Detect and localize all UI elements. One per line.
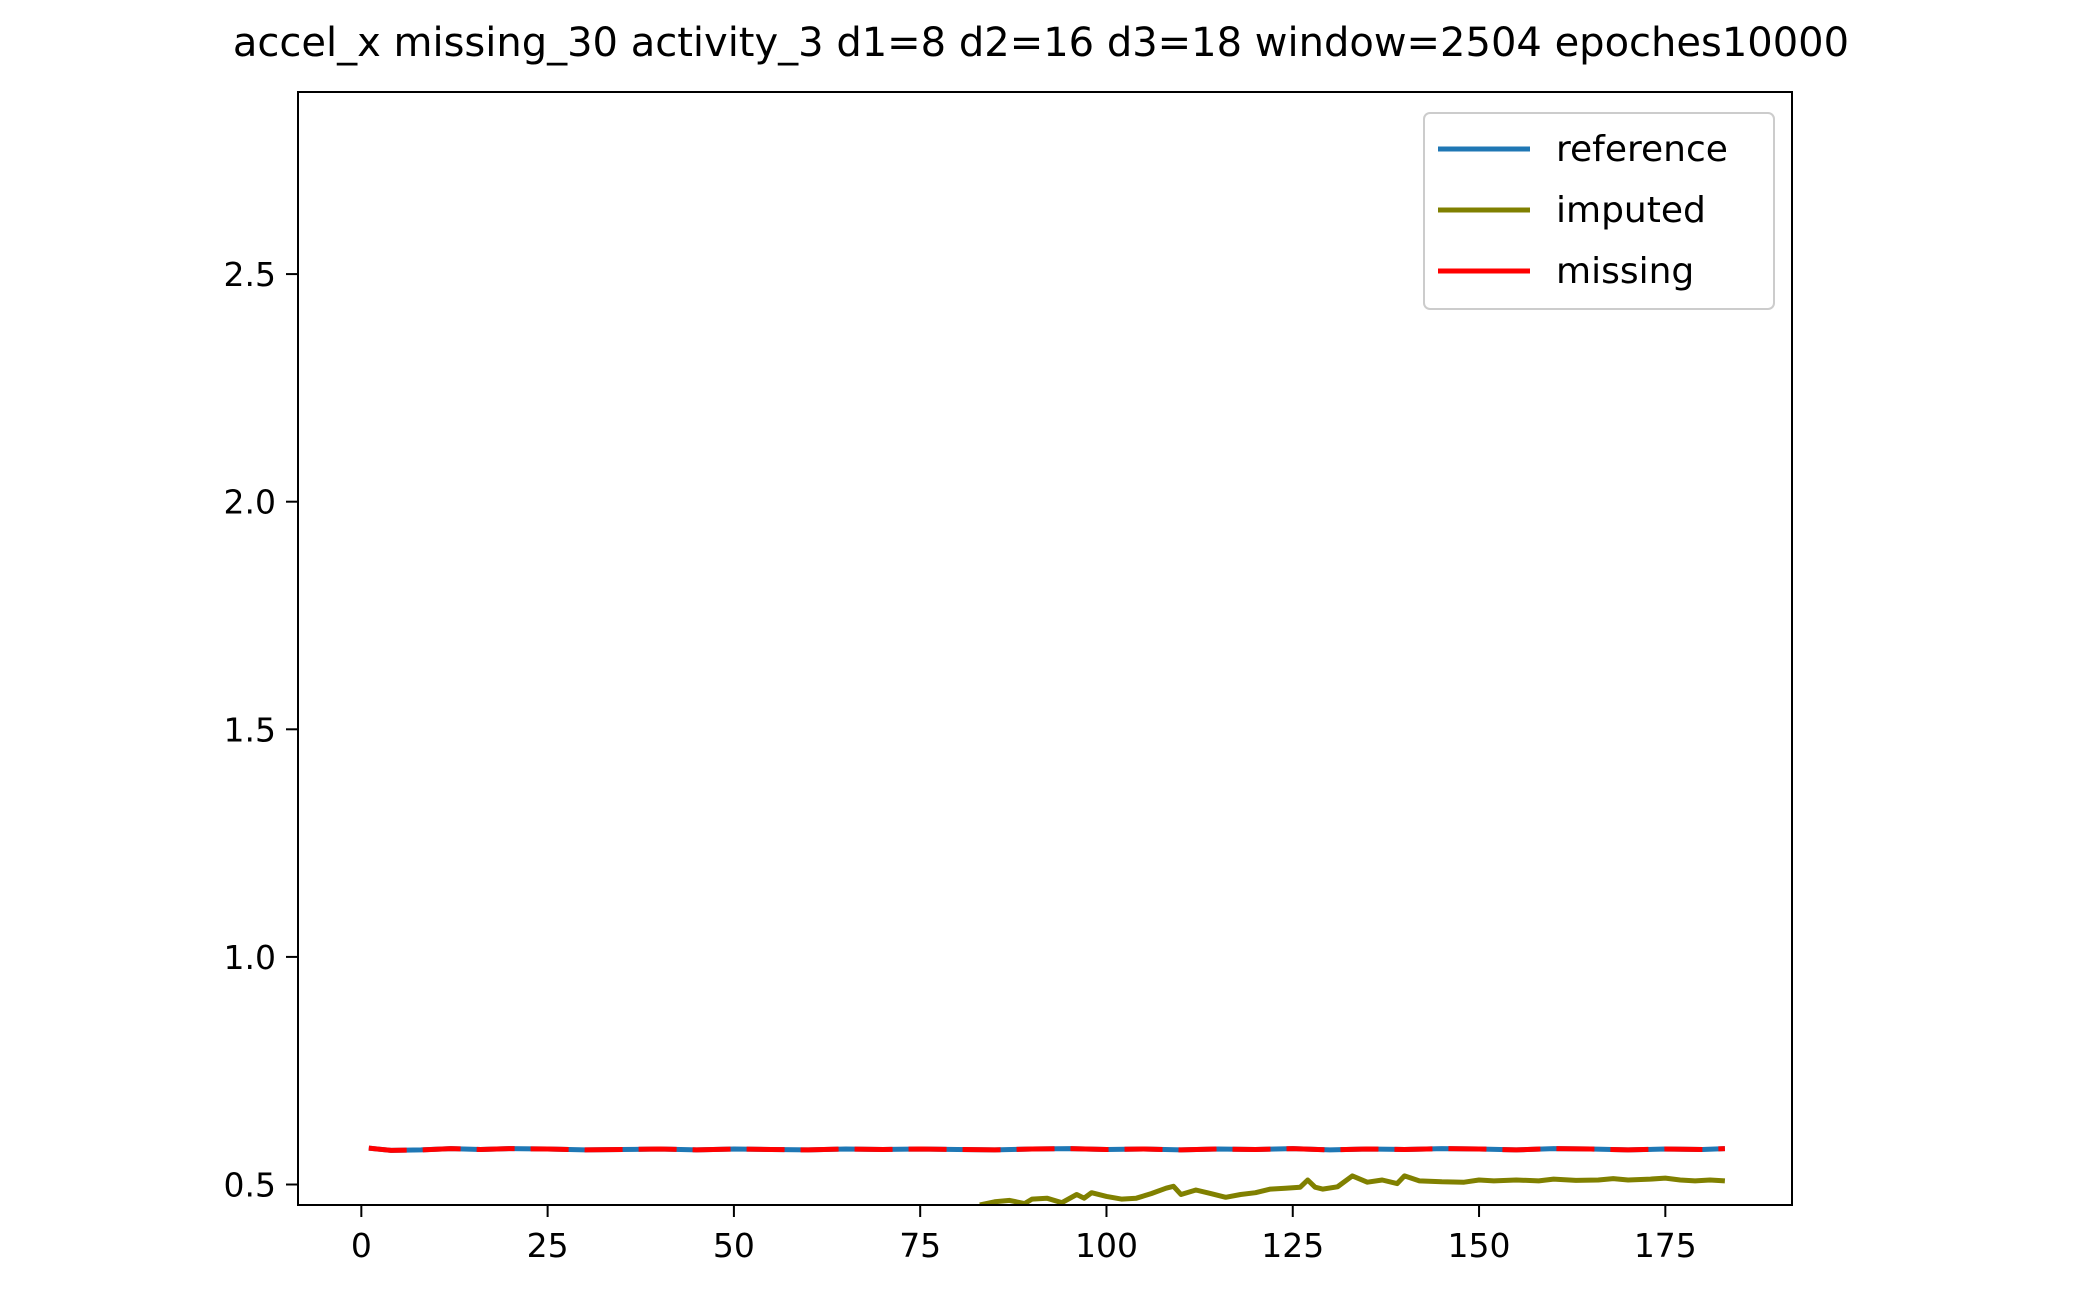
legend-label-missing: missing xyxy=(1556,251,1694,292)
legend-label-imputed: imputed xyxy=(1556,190,1706,231)
legend-box xyxy=(1423,112,1775,310)
axes-layer: 0 25 50 75 100 125 150 175 0.5 1.0 1.5 2.0 2.5 xyxy=(224,255,1697,1265)
chart-title: accel_x missing_30 activity_3 d1=8 d2=16… xyxy=(233,20,1849,66)
x-tick-label: 0 xyxy=(351,1226,372,1265)
x-tick-label: 175 xyxy=(1634,1226,1697,1265)
x-tick-label: 50 xyxy=(713,1226,755,1265)
y-tick-label: 2.5 xyxy=(224,255,276,294)
series-layer xyxy=(368,1145,1726,1205)
x-tick-label: 75 xyxy=(899,1226,941,1265)
y-tick-label: 2.0 xyxy=(224,483,276,522)
y-tick-label: 0.5 xyxy=(224,1166,276,1205)
series-line-imputed xyxy=(979,1173,1726,1205)
x-tick-label: 100 xyxy=(1075,1226,1138,1265)
legend: reference imputed missing xyxy=(1423,112,1775,310)
y-tick-label: 1.0 xyxy=(224,938,276,977)
x-tick-label: 150 xyxy=(1448,1226,1511,1265)
x-tick-label: 125 xyxy=(1261,1226,1324,1265)
plot-frame xyxy=(297,91,1793,1206)
series-line-missing xyxy=(368,1145,1726,1153)
x-tick-label: 25 xyxy=(527,1226,569,1265)
y-tick-label: 1.5 xyxy=(224,710,276,749)
legend-label-reference: reference xyxy=(1556,129,1728,170)
